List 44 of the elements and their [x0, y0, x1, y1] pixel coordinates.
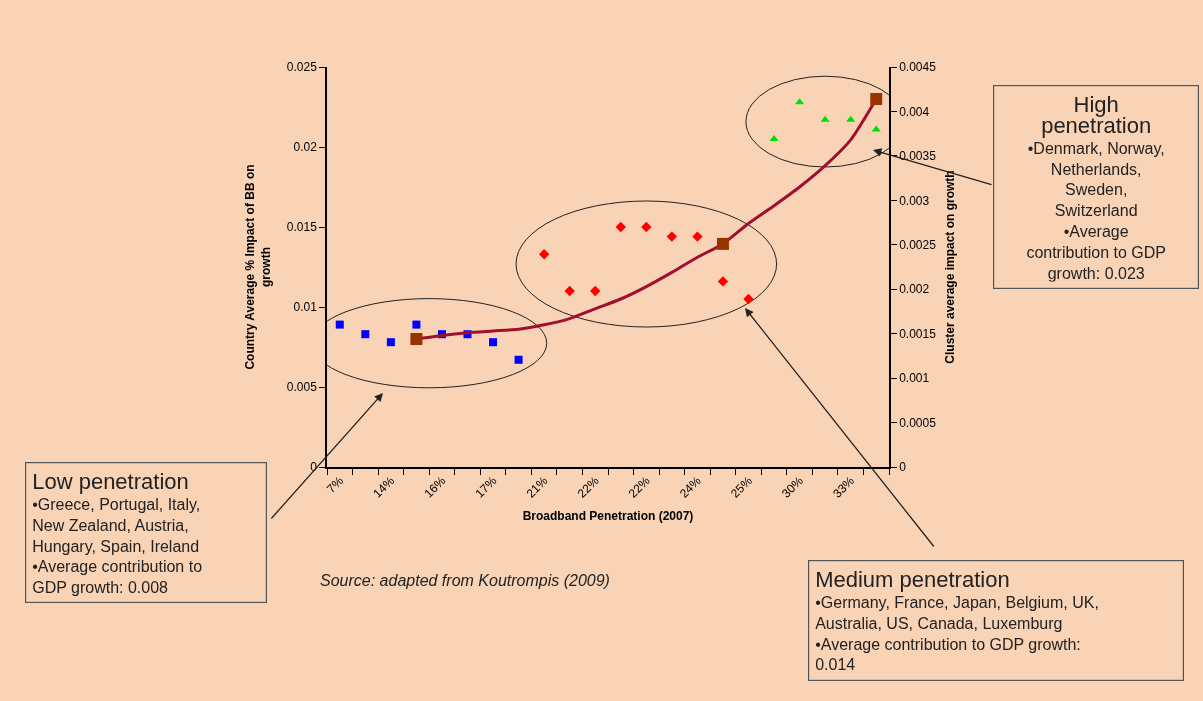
y2-tick-label: 0.004 [899, 104, 930, 119]
y2-tick-label: 0 [899, 460, 907, 475]
point [361, 330, 370, 339]
point [641, 221, 652, 233]
y-tick-label: 0.02 [293, 140, 318, 155]
point [412, 320, 421, 329]
x-tick-label: 7% [323, 473, 347, 496]
point [410, 333, 423, 345]
y2-tick-label: 0.0035 [899, 149, 937, 164]
text: High penetration •Denmark, Norway, Netherlands, Sweden, Switzerland •Average contribution to GDP growth: 0.023 [1026, 92, 1167, 282]
point [615, 221, 626, 233]
point [716, 237, 729, 250]
y2-tick-label: 0.002 [899, 282, 930, 297]
y2-tick-label: 0.0005 [899, 415, 937, 430]
y2-tick-label: 0.001 [899, 371, 930, 386]
point [692, 231, 703, 242]
y2-tick-label: 0.0045 [899, 60, 937, 75]
text: Low penetration •Greece, Portugal, Italy, New Zealand, Austria, Hungary, Spain, Ireland •Average contribution to GDP growth: 0.008 [32, 469, 203, 597]
point [538, 249, 550, 260]
point [870, 93, 883, 105]
point [666, 231, 678, 242]
y-axis-title: Country Average % Impact of BB on growth [243, 164, 273, 370]
y2-tick-label: 0.0015 [899, 326, 937, 341]
point [717, 276, 729, 287]
point [386, 338, 395, 347]
y-tick-label: 0 [310, 460, 318, 475]
point [514, 355, 523, 364]
y2-axis-title: Cluster average impact on growth [942, 170, 957, 364]
source-note: Source: adapted from Koutrompis (2009) [320, 572, 610, 589]
point [743, 293, 754, 305]
y2-tick-label: 0.003 [899, 193, 930, 208]
point [335, 320, 344, 329]
y-tick-label: 0.005 [286, 380, 318, 395]
y2-tick-label: 0.0025 [899, 237, 937, 252]
y-tick-label: 0.01 [293, 300, 318, 315]
point [564, 285, 575, 297]
y-tick-label: 0.015 [286, 220, 318, 235]
point [590, 285, 601, 297]
point [489, 338, 498, 347]
point [820, 115, 830, 122]
x-axis-title: Broadband Penetration (2007) [522, 508, 694, 523]
point [846, 115, 856, 122]
y-tick-label: 0.025 [286, 60, 318, 75]
text: Medium penetration •Germany, France, Japan, Belgium, UK, Australia, US, Canada, Luxemburg •Average contribution to GDP growth: 0.014 [815, 567, 1099, 674]
